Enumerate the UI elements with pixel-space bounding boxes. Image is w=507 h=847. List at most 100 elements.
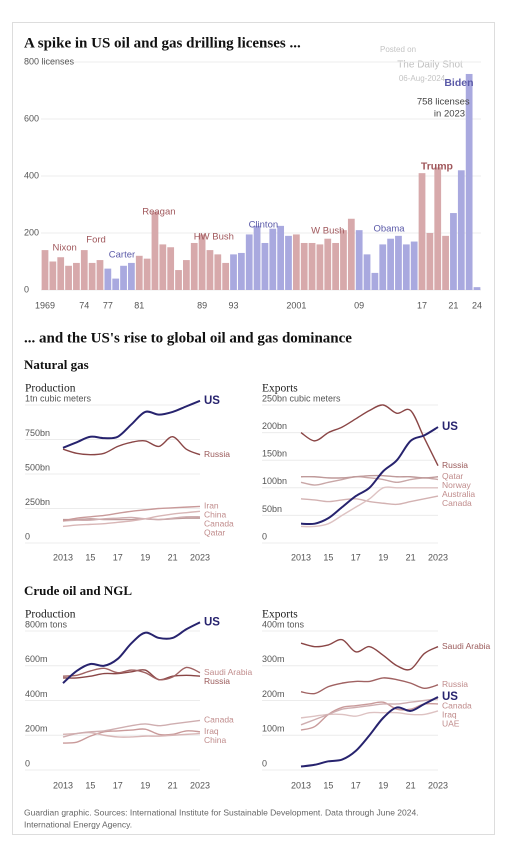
bar xyxy=(340,230,347,290)
bar xyxy=(363,254,371,290)
series-label: Russia xyxy=(442,679,468,689)
x-tick-label: 77 xyxy=(103,300,113,310)
annotation: Clinton xyxy=(249,220,279,231)
bar xyxy=(57,257,65,290)
y-tick-label: 0 xyxy=(24,284,29,294)
series-label: Australia xyxy=(442,489,475,499)
series-label: Iran xyxy=(204,501,219,511)
x-tick-label: 17 xyxy=(113,552,123,562)
annotation: Ford xyxy=(86,235,106,246)
bar xyxy=(402,244,410,290)
line xyxy=(300,710,439,719)
bar xyxy=(316,244,324,290)
bar xyxy=(104,268,112,290)
x-tick-label: 17 xyxy=(351,780,361,790)
bar xyxy=(80,250,88,290)
bar xyxy=(450,213,457,290)
line xyxy=(62,510,201,528)
bar xyxy=(387,238,394,290)
annotation: 758 licenses xyxy=(417,96,470,107)
x-tick-label: 74 xyxy=(79,300,89,310)
bar xyxy=(135,255,143,290)
panel-title: Production xyxy=(25,383,76,395)
y-tick-label: 600m xyxy=(25,654,48,664)
series-label: US xyxy=(204,616,220,628)
y-tick-label: 250bn cubic meters xyxy=(262,393,341,403)
series-label: China xyxy=(204,510,226,520)
bar xyxy=(159,244,167,290)
x-tick-label: 21 xyxy=(168,552,178,562)
bar xyxy=(120,265,127,290)
y-tick-label: 0 xyxy=(25,531,30,541)
series-label: Norway xyxy=(442,480,472,490)
x-tick-label: 21 xyxy=(448,300,458,310)
y-tick-label: 800m tons xyxy=(25,619,68,629)
bar xyxy=(112,278,120,290)
y-tick-label: 400m xyxy=(25,689,48,699)
series-label: Russia xyxy=(204,449,230,459)
line xyxy=(300,474,439,479)
bar xyxy=(442,235,449,290)
series-label: Canada xyxy=(204,519,234,529)
y-tick-label: 100m xyxy=(262,724,285,734)
x-tick-label: 19 xyxy=(378,780,388,790)
x-tick-label: 2001 xyxy=(286,300,306,310)
y-tick-label: 200m xyxy=(25,724,48,734)
annotation: HW Bush xyxy=(194,232,234,243)
x-tick-label: 19 xyxy=(140,780,150,790)
line xyxy=(300,495,439,506)
x-tick-label: 17 xyxy=(351,552,361,562)
line xyxy=(300,696,439,768)
bar xyxy=(355,230,363,290)
panel-title: Exports xyxy=(262,383,298,395)
y-tick-label: 500bn xyxy=(25,462,50,472)
bar xyxy=(395,235,402,290)
bar xyxy=(214,254,222,290)
group-title: Crude oil and NGL xyxy=(24,583,132,598)
watermark: Posted on xyxy=(380,45,416,54)
x-tick-label: 15 xyxy=(323,780,333,790)
y-tick-label: 800 licenses xyxy=(24,56,75,66)
bar xyxy=(206,250,214,290)
annotation: Biden xyxy=(444,77,473,89)
y-tick-label: 200bn xyxy=(262,421,287,431)
series-label: Iraq xyxy=(442,709,457,719)
series-label: Canada xyxy=(204,715,234,725)
line xyxy=(62,669,201,681)
x-tick-label: 2013 xyxy=(53,780,73,790)
bar xyxy=(245,234,253,290)
x-tick-label: 24 xyxy=(472,300,482,310)
x-tick-label: 15 xyxy=(85,780,95,790)
series-label: US xyxy=(442,691,458,703)
line xyxy=(62,399,201,449)
series-label: Russia xyxy=(204,676,230,686)
bar xyxy=(96,260,104,290)
bar xyxy=(418,173,426,290)
line xyxy=(300,698,439,726)
y-tick-label: 50bn xyxy=(262,504,282,514)
bar xyxy=(183,260,190,290)
line xyxy=(300,701,439,731)
y-tick-label: 0 xyxy=(262,531,267,541)
bar xyxy=(190,242,198,290)
series-label: Iraq xyxy=(204,726,219,736)
x-tick-label: 2023 xyxy=(428,780,448,790)
x-tick-label: 2023 xyxy=(190,552,210,562)
x-tick-label: 1969 xyxy=(35,300,55,310)
y-tick-label: 200 xyxy=(24,227,39,237)
bar xyxy=(167,247,175,290)
bar xyxy=(410,241,418,290)
annotation: Trump xyxy=(421,161,453,173)
series-label: Qatar xyxy=(204,528,225,538)
line xyxy=(62,666,201,681)
bar xyxy=(426,233,434,290)
y-tick-label: 750bn xyxy=(25,428,50,438)
x-tick-label: 15 xyxy=(85,552,95,562)
bar xyxy=(230,254,237,290)
bar xyxy=(285,235,292,290)
line xyxy=(300,638,439,671)
watermark: 06-Aug-2024 xyxy=(399,74,446,83)
bar xyxy=(473,287,481,290)
bar xyxy=(198,234,206,290)
